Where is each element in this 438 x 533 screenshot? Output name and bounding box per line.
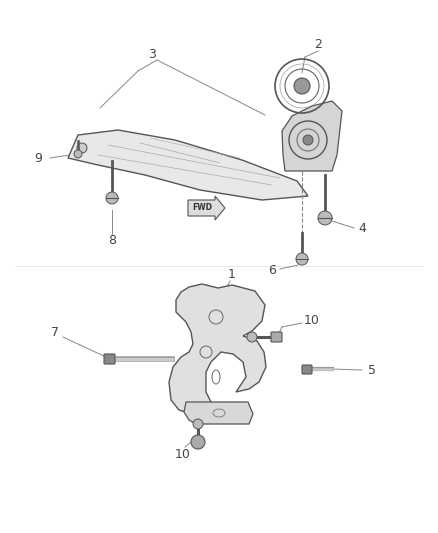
Text: 2: 2: [314, 38, 322, 52]
Text: 3: 3: [148, 49, 156, 61]
Circle shape: [193, 419, 203, 429]
Text: FWD: FWD: [192, 204, 212, 213]
Circle shape: [106, 192, 118, 204]
Polygon shape: [68, 130, 308, 200]
Text: 6: 6: [268, 264, 276, 278]
Polygon shape: [184, 402, 253, 424]
FancyBboxPatch shape: [104, 354, 115, 364]
Polygon shape: [188, 196, 225, 220]
Circle shape: [191, 435, 205, 449]
Text: 10: 10: [304, 314, 320, 327]
Text: 5: 5: [368, 364, 376, 376]
Circle shape: [318, 211, 332, 225]
Text: 4: 4: [358, 222, 366, 235]
Circle shape: [296, 253, 308, 265]
Text: 8: 8: [108, 235, 116, 247]
Text: 10: 10: [175, 448, 191, 462]
Circle shape: [74, 150, 82, 158]
Text: 9: 9: [34, 151, 42, 165]
Circle shape: [247, 332, 257, 342]
Circle shape: [303, 135, 313, 145]
FancyBboxPatch shape: [271, 332, 282, 342]
Polygon shape: [169, 284, 266, 414]
Circle shape: [294, 78, 310, 94]
Text: 1: 1: [228, 269, 236, 281]
Circle shape: [77, 143, 87, 153]
FancyBboxPatch shape: [302, 365, 312, 374]
Polygon shape: [282, 101, 342, 171]
Text: 7: 7: [51, 327, 59, 340]
